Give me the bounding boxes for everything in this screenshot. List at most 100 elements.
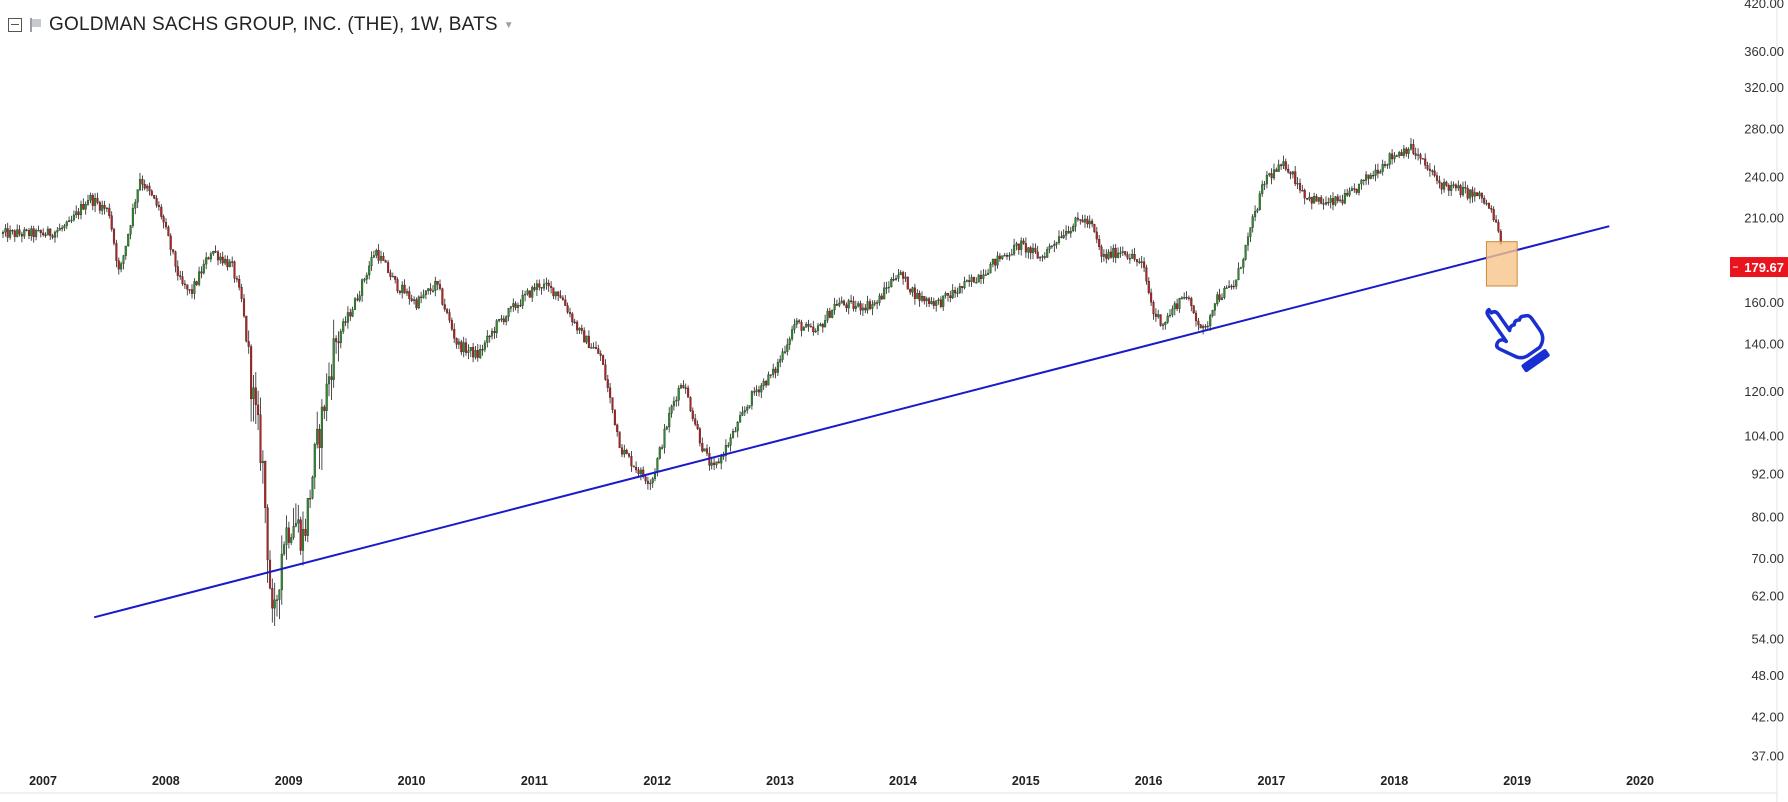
collapse-icon[interactable] (8, 18, 22, 32)
candle-body (687, 387, 690, 398)
candle-body (214, 251, 217, 253)
candle-body (219, 256, 222, 261)
candle-body (1461, 187, 1465, 196)
candle-body (701, 443, 704, 452)
candle-body (592, 347, 595, 349)
candle-body (826, 310, 829, 321)
candle-body (1235, 279, 1238, 287)
candle-body (568, 312, 572, 314)
candle-body (1443, 181, 1446, 190)
candle-body (1027, 247, 1030, 253)
candle-body (880, 295, 883, 300)
candle-body (524, 293, 527, 296)
trendline[interactable] (93, 225, 1610, 619)
candle-body (816, 325, 820, 332)
price-axis-tick-label: 92.00 (1751, 466, 1784, 481)
time-axis-tick-label: 2009 (275, 774, 303, 788)
candle-body (868, 301, 872, 309)
candle-body (455, 338, 458, 345)
candle-body (1270, 173, 1273, 179)
candle-body (1050, 245, 1053, 248)
candle-body (11, 230, 14, 232)
candle-body (713, 462, 716, 466)
candle-body (946, 293, 950, 296)
candle-body (1407, 149, 1410, 154)
candle-body (1131, 254, 1134, 259)
price-axis-tick-label: 37.00 (1751, 749, 1784, 764)
candle-body (613, 409, 616, 426)
candle-body (120, 263, 123, 270)
candle-body (1041, 256, 1044, 258)
candle-body (1421, 158, 1424, 160)
candle-body (202, 263, 205, 274)
candle-body (205, 257, 208, 265)
candle-body (240, 287, 243, 299)
time-axis-tick-label: 2010 (398, 774, 426, 788)
candle-body (1173, 303, 1176, 310)
candle-body (1003, 255, 1006, 257)
candle-body (377, 250, 380, 261)
candle-body (779, 359, 782, 363)
candle-body (1492, 209, 1495, 221)
candle-body (611, 397, 614, 410)
candle-body (186, 284, 189, 290)
flag-icon[interactable] (30, 18, 41, 32)
candle-body (1020, 240, 1023, 250)
candle-body (146, 185, 149, 189)
candle-body (44, 234, 47, 237)
candle-body (554, 291, 557, 297)
candle-body (1105, 254, 1108, 259)
candle-body (1355, 188, 1358, 193)
candle-body (963, 281, 966, 289)
candle-body (110, 215, 113, 230)
candle-body (387, 262, 390, 273)
candle-body (1211, 310, 1214, 316)
candle-body (1185, 297, 1188, 299)
candle-body (1391, 153, 1394, 160)
candle-body (1102, 254, 1105, 257)
candle-body (271, 588, 274, 609)
candle-body (1369, 174, 1372, 179)
candle-body (1072, 226, 1075, 232)
candle-body (635, 467, 638, 471)
candle-body (1022, 240, 1025, 244)
symbol-title[interactable]: GOLDMAN SACHS GROUP, INC. (THE), 1W, BAT… (49, 14, 498, 35)
candle-body (930, 301, 933, 305)
candle-body (760, 385, 763, 393)
candle-body (864, 307, 867, 311)
candle-body (949, 295, 952, 299)
candle-body (301, 529, 305, 551)
candle-body (30, 228, 33, 237)
candle-body (138, 179, 142, 190)
candle-body (885, 287, 888, 289)
candle-body (1284, 161, 1287, 170)
candle-body (410, 298, 413, 301)
candle-body (1237, 268, 1240, 280)
candle-body (1095, 231, 1098, 240)
candle-body (1199, 324, 1202, 329)
candle-body (540, 287, 543, 289)
candle-body (58, 227, 61, 231)
candle-body (332, 338, 335, 380)
candle-body (1091, 220, 1094, 225)
candle-body (975, 282, 978, 284)
candle-body (892, 278, 895, 281)
highlight-box[interactable] (1485, 241, 1518, 287)
candle-body (264, 461, 267, 508)
candle-body (1275, 169, 1278, 172)
candle-body (481, 349, 484, 351)
candle-body (415, 299, 418, 309)
price-axis[interactable]: 420.00 360.00 320.00 280.00 240.00 210.00 160.… (1744, 0, 1784, 764)
candle-body (1209, 315, 1212, 327)
candle-body (68, 220, 71, 223)
candle-body (1053, 244, 1056, 247)
dropdown-arrow-icon[interactable]: ▼ (503, 19, 514, 31)
candle-body (866, 301, 869, 311)
candle-body (873, 302, 876, 305)
candle-body (1336, 196, 1339, 201)
candle-body (531, 287, 534, 298)
candle-body (1150, 292, 1153, 303)
time-axis[interactable]: 2007 2008 2009 2010 2011 2012 2013 2014 2015 2016… (29, 774, 1654, 788)
candle-body (1055, 242, 1058, 245)
